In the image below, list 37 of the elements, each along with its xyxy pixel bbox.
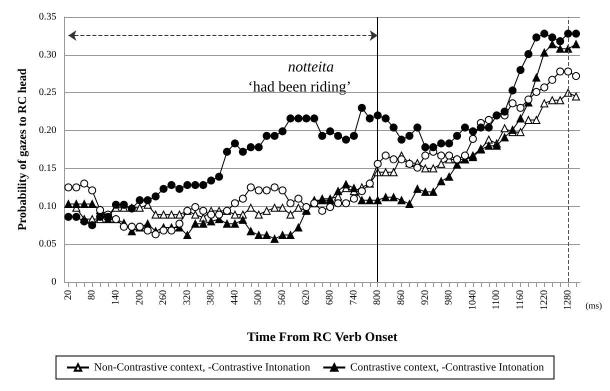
annotation: notteita — [288, 60, 334, 76]
annotation: ‘had been riding’ — [248, 80, 352, 96]
y-tick-label: 0.05 — [38, 238, 56, 250]
y-tick-label: 0.25 — [38, 87, 56, 98]
x-tick-label: 260 — [158, 290, 170, 305]
x-tick-label: 860 — [396, 290, 408, 305]
x-tick-label: 440 — [229, 290, 240, 305]
x-tick-label: 140 — [110, 290, 122, 305]
y-tick-label: 0.35 — [38, 12, 56, 22]
y-tick-label: 0.20 — [38, 125, 56, 136]
x-axis-title: Time From RC Verb Onset — [246, 329, 398, 344]
x-tick-label: 20 — [62, 290, 74, 300]
y-axis-title: Probability of gazes to RC head — [15, 68, 29, 231]
x-tick-label: 740 — [348, 290, 360, 305]
legend-label: Contrastive context, -Contrastive Intonation — [350, 362, 544, 374]
x-tick-label: 1100 — [491, 290, 502, 310]
x-tick-label: 80 — [86, 290, 98, 300]
x-tick-label: 1160 — [515, 290, 526, 310]
x-tick-label: 980 — [444, 290, 455, 305]
x-tick-label: 920 — [420, 290, 431, 305]
x-tick-label: 380 — [206, 290, 217, 305]
x-tick-label: 1220 — [538, 290, 550, 310]
x-tick-label: 500 — [253, 290, 264, 305]
y-tick-label: 0.15 — [38, 162, 56, 174]
x-tick-label: 800 — [372, 290, 384, 305]
x-tick-label: 620 — [300, 290, 312, 305]
y-tick-label: 0.10 — [38, 200, 56, 212]
x-tick-label: 320 — [182, 290, 193, 305]
x-tick-label: 680 — [324, 290, 336, 305]
legend-label: Non-Contrastive context, -Contrastive Intonation — [94, 362, 311, 374]
x-tick-label: 200 — [134, 290, 146, 305]
x-tick-label: 560 — [277, 290, 288, 305]
x-tick-label: 1280 — [562, 290, 574, 310]
x-tick-label: 1040 — [467, 290, 478, 310]
text: (ms) — [586, 300, 602, 310]
y-tick-label: 0 — [51, 276, 56, 288]
y-tick-label: 0.30 — [38, 49, 56, 60]
